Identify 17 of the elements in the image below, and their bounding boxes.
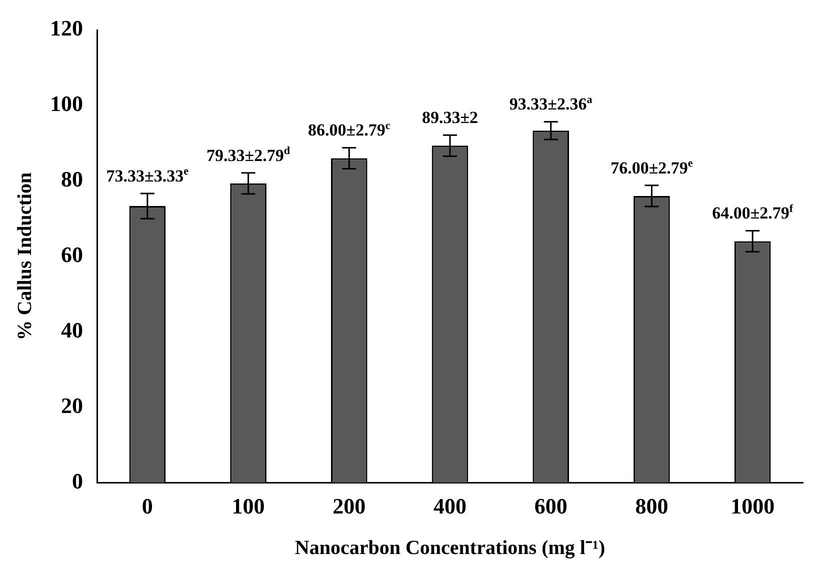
x-tick-label: 800 bbox=[635, 493, 668, 518]
x-tick-label: 1000 bbox=[730, 493, 775, 518]
y-tick-label: 100 bbox=[50, 91, 83, 116]
x-axis-title: Nanocarbon Concentrations (mg l⁻¹) bbox=[294, 537, 606, 560]
y-tick-label: 120 bbox=[50, 16, 83, 41]
x-tick-label: 400 bbox=[434, 493, 466, 518]
y-tick-label: 40 bbox=[61, 317, 83, 342]
x-tick-label: 0 bbox=[142, 493, 153, 518]
y-axis-title: % Callus Induction bbox=[14, 172, 36, 340]
x-tick-label: 100 bbox=[232, 493, 265, 518]
y-tick-label: 20 bbox=[61, 392, 83, 418]
y-tick-label: 80 bbox=[61, 166, 83, 192]
x-tick-label: 200 bbox=[332, 493, 366, 518]
y-tick-label: 0 bbox=[72, 468, 83, 494]
x-tick-label: 600 bbox=[534, 493, 568, 518]
y-tick-label: 60 bbox=[61, 242, 83, 267]
data-label: 89.33±2 bbox=[422, 108, 478, 128]
